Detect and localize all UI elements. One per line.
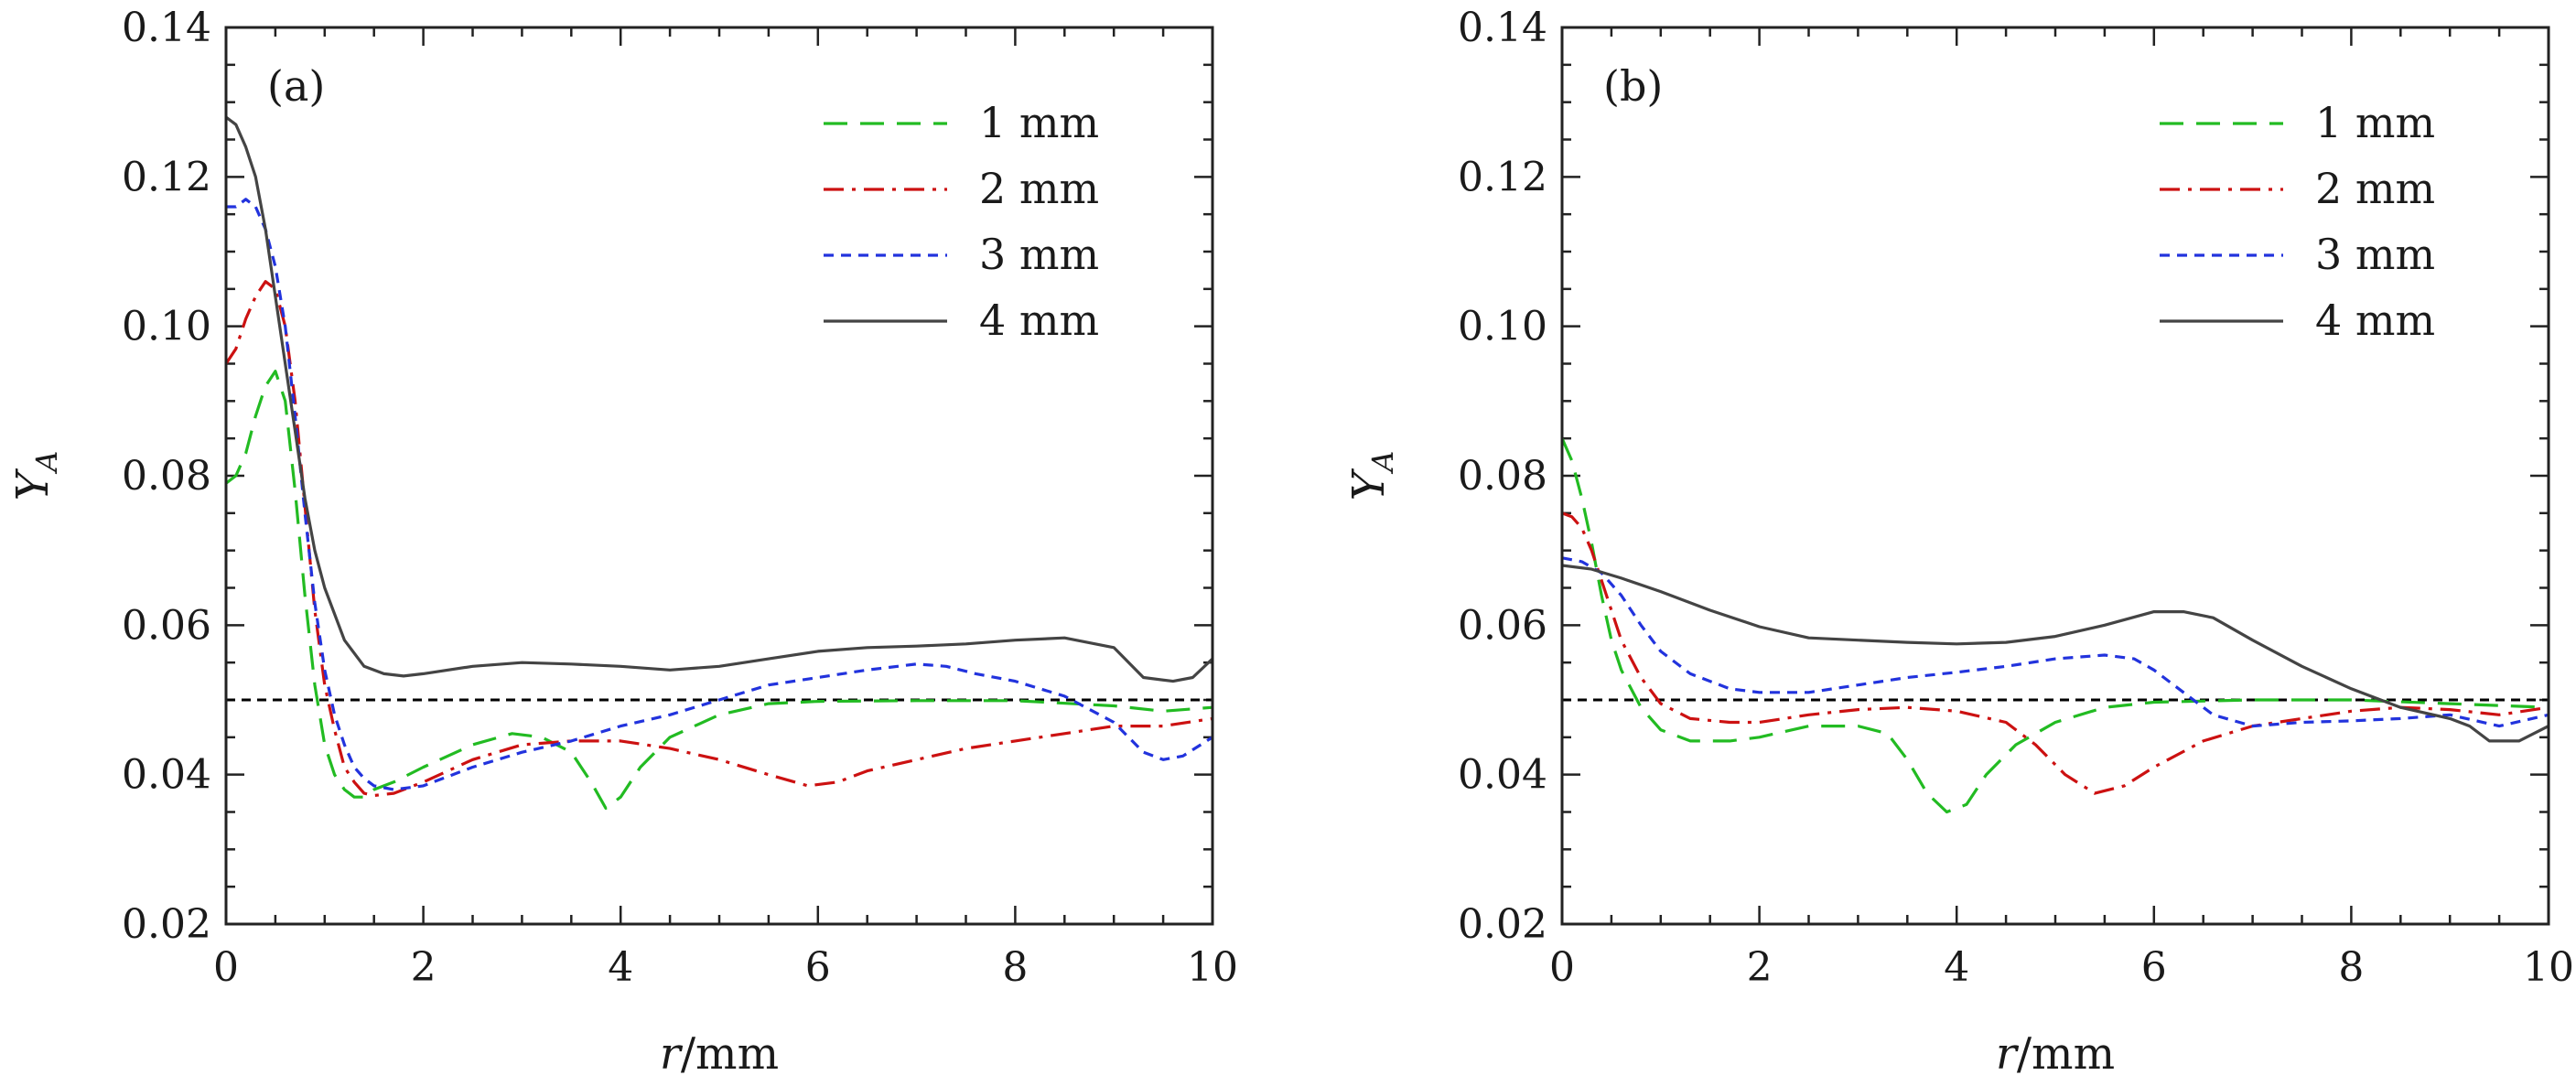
legend-entry: 4 mm — [2315, 296, 2435, 345]
y-tick-label: 0.12 — [1458, 154, 1547, 200]
y-tick-label: 0.12 — [122, 154, 211, 200]
y-tick-label: 0.02 — [122, 901, 211, 948]
legend-entry: 1 mm — [2315, 98, 2435, 147]
x-tick-label: 2 — [411, 944, 437, 991]
x-tick-label: 4 — [1944, 944, 1969, 991]
legend-entry: 1 mm — [979, 98, 1099, 147]
y-tick-label: 0.14 — [1458, 5, 1547, 51]
y-tick-label: 0.14 — [122, 5, 211, 51]
series-line-2-mm — [1562, 511, 2549, 795]
plot-frame — [224, 26, 1214, 926]
plot-frame — [1560, 26, 2550, 926]
series-group — [226, 115, 1213, 810]
x-tick-label: 10 — [1187, 944, 1238, 991]
ticks — [1560, 26, 2550, 926]
x-tick-label: 8 — [1002, 944, 1028, 991]
x-tick-label: 4 — [608, 944, 633, 991]
y-tick-label: 0.04 — [122, 752, 211, 799]
x-axis-var: r — [660, 1028, 684, 1080]
x-tick-label: 0 — [213, 944, 239, 991]
panel-label: (b) — [1603, 61, 1663, 111]
y-axis-subscript: A — [29, 451, 64, 475]
series-line-1-mm — [226, 370, 1213, 810]
legend-entry: 2 mm — [979, 164, 1099, 213]
series-line-2-mm — [226, 280, 1213, 798]
y-tick-label: 0.02 — [1458, 901, 1547, 948]
y-axis-subscript: A — [1365, 451, 1400, 475]
y-tick-label: 0.08 — [1458, 453, 1547, 500]
x-tick-label: 6 — [805, 944, 831, 991]
legend-entry: 3 mm — [2315, 230, 2435, 279]
y-tick-label: 0.08 — [122, 453, 211, 500]
x-axis-label: r/mm — [1996, 1028, 2115, 1080]
series-group — [1562, 437, 2549, 814]
panel-a: 0 2 4 6 8 10 0.02 0.04 0.06 0.08 0.10 0.12 0.14 r/mm Y… — [7, 5, 1238, 1080]
legend-entry: 3 mm — [979, 230, 1099, 279]
panel-label: (a) — [267, 61, 325, 111]
y-tick-label: 0.04 — [1458, 752, 1547, 799]
x-tick-label: 0 — [1549, 944, 1575, 991]
x-tick-label: 2 — [1747, 944, 1773, 991]
legend-entry: 2 mm — [2315, 164, 2435, 213]
y-tick-label: 0.10 — [122, 304, 211, 350]
x-axis-unit: /mm — [2017, 1028, 2115, 1080]
series-line-4-mm — [1562, 564, 2549, 743]
y-axis-var: Y — [7, 468, 59, 500]
x-tick-label: 8 — [2338, 944, 2364, 991]
panel-b: 0 2 4 6 8 10 0.02 0.04 0.06 0.08 0.10 0.12 0.14 r/mm Y… — [1343, 5, 2574, 1080]
y-tick-label: 0.10 — [1458, 304, 1547, 350]
y-axis-var: Y — [1343, 468, 1395, 500]
legend: 1 mm 2 mm 3 mm 4 mm — [824, 98, 1099, 345]
x-axis-var: r — [1996, 1028, 2020, 1080]
series-line-3-mm — [226, 198, 1213, 791]
ticks — [224, 26, 1214, 926]
legend-entry: 4 mm — [979, 296, 1099, 345]
y-tick-label: 0.06 — [1458, 602, 1547, 649]
y-axis-label: YA — [1343, 451, 1400, 501]
series-line-1-mm — [1562, 437, 2549, 814]
series-line-4-mm — [226, 115, 1213, 683]
y-tick-label: 0.06 — [122, 602, 211, 649]
legend: 1 mm 2 mm 3 mm 4 mm — [2160, 98, 2435, 345]
x-tick-label: 10 — [2523, 944, 2574, 991]
x-tick-label: 6 — [2141, 944, 2167, 991]
x-axis-label: r/mm — [660, 1028, 779, 1080]
x-axis-unit: /mm — [681, 1028, 779, 1080]
y-axis-label: YA — [7, 451, 64, 501]
